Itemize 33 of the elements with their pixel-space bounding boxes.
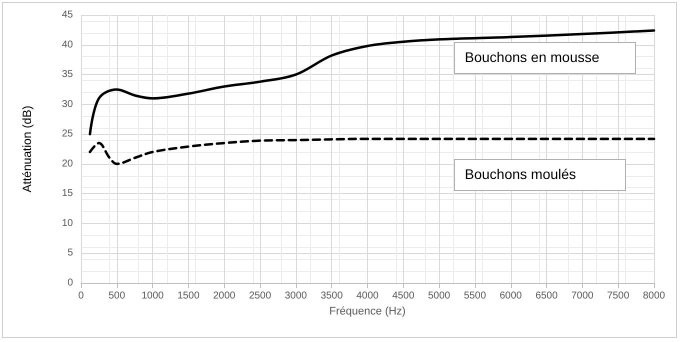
y-tick-label: 0 xyxy=(67,278,74,288)
x-tick-label: 5500 xyxy=(464,290,486,302)
x-tick-label: 6000 xyxy=(500,290,522,302)
x-tick-label: 5000 xyxy=(428,290,451,302)
y-tick-label: 35 xyxy=(62,69,74,80)
series-label: Bouchons en mousse xyxy=(464,48,600,65)
x-tick-label: 1500 xyxy=(177,290,200,302)
y-axis-title: Atténuation (dB) xyxy=(20,106,34,192)
y-tick-label: 45 xyxy=(62,10,74,20)
y-tick-label: 20 xyxy=(62,158,74,170)
x-tick-label: 2000 xyxy=(213,290,236,302)
y-tick-label: 5 xyxy=(67,248,74,259)
y-tick-label: 10 xyxy=(62,218,74,229)
y-tick-label: 30 xyxy=(62,98,74,110)
x-tick-label: 0 xyxy=(78,290,84,302)
x-tick-label: 7000 xyxy=(571,290,594,302)
x-tick-label: 500 xyxy=(108,290,126,302)
x-tick-label: 3500 xyxy=(320,290,344,302)
line-series xyxy=(88,29,656,136)
y-tick-label: 25 xyxy=(62,128,74,140)
x-tick-label: 8000 xyxy=(642,290,666,302)
y-tick-label: 15 xyxy=(62,188,74,200)
line-series xyxy=(88,138,656,166)
x-axis-title: Fréquence (Hz) xyxy=(329,305,406,318)
x-tick-label: 7500 xyxy=(607,290,630,302)
x-tick-label: 4000 xyxy=(356,290,380,302)
y-tick-label: 40 xyxy=(62,39,74,50)
x-tick-label: 4500 xyxy=(392,290,415,302)
x-tick-label: 2500 xyxy=(248,290,272,302)
x-tick-label: 6500 xyxy=(535,290,558,302)
x-tick-label: 1000 xyxy=(142,290,164,302)
series-label: Bouchons moulés xyxy=(464,166,576,182)
x-tick-label: 3000 xyxy=(284,290,308,302)
